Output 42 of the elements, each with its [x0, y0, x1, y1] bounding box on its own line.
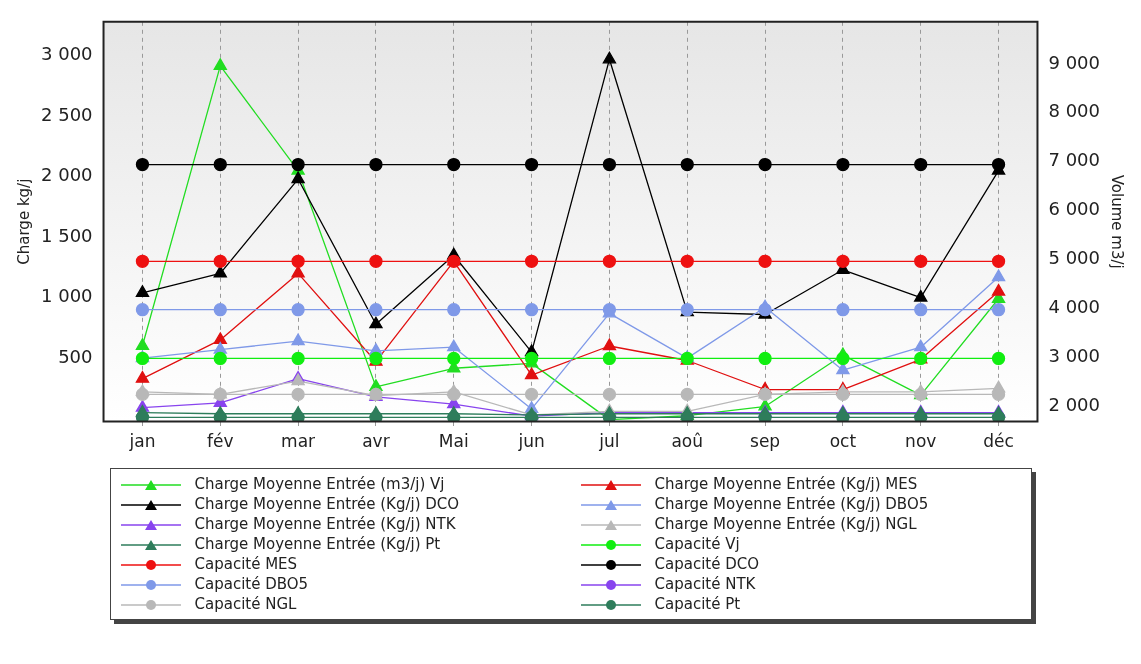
y2-tick-label: 4 000 [1048, 296, 1100, 318]
x-tick-label: déc [983, 431, 1014, 452]
legend-label: Charge Moyenne Entrée (Kg/j) DCO [194, 495, 460, 513]
y2-tick-label: 5 000 [1048, 247, 1100, 269]
x-tick-label: sep [750, 431, 781, 452]
x-tick-label: avr [362, 431, 390, 452]
y2-tick-label: 9 000 [1048, 51, 1100, 73]
legend-label: Capacité MES [194, 555, 298, 573]
x-tick-label: fév [207, 431, 234, 452]
legend-label: Capacité DCO [654, 555, 760, 573]
x-tick-label: oct [829, 431, 857, 452]
x-tick-label: nov [905, 431, 937, 452]
legend-label: Capacité NGL [194, 595, 297, 613]
x-tick-label: mar [281, 431, 316, 452]
y2-tick-label: 3 000 [1048, 345, 1100, 367]
y-tick-label: 1 000 [41, 285, 93, 307]
legend-label: Charge Moyenne Entrée (Kg/j) Pt [194, 535, 441, 553]
legend-label: Charge Moyenne Entrée (Kg/j) NGL [654, 515, 917, 533]
y-tick-label: 1 500 [41, 224, 93, 246]
y-tick-label: 2 000 [41, 164, 93, 186]
y-tick-label: 500 [58, 345, 93, 367]
legend-label: Capacité DBO5 [194, 575, 309, 593]
y-tick-label: 2 500 [41, 103, 93, 125]
x-tick-label: Mai [438, 431, 469, 452]
legend-label: Charge Moyenne Entrée (Kg/j) DBO5 [654, 495, 929, 513]
y-axis-title: Charge kg/j [14, 178, 33, 265]
legend-label: Capacité Vj [654, 535, 740, 553]
y-tick-label: 3 000 [41, 43, 93, 65]
y2-axis-title: Volume m3/j [1108, 174, 1127, 269]
y2-tick-label: 8 000 [1048, 100, 1100, 122]
legend-label: Capacité Pt [654, 595, 741, 613]
x-tick-label: jul [598, 431, 620, 452]
legend-label: Charge Moyenne Entrée (Kg/j) NTK [194, 515, 456, 533]
y2-tick-label: 2 000 [1048, 394, 1100, 416]
x-tick-label: aoû [671, 431, 704, 452]
legend-label: Charge Moyenne Entrée (m3/j) Vj [194, 475, 445, 493]
y2-tick-label: 7 000 [1048, 149, 1100, 171]
legend-label: Capacité NTK [654, 575, 756, 593]
x-tick-label: jun [517, 431, 545, 452]
legend-label: Charge Moyenne Entrée (Kg/j) MES [654, 475, 918, 493]
y2-tick-label: 6 000 [1048, 198, 1100, 220]
x-tick-label: jan [128, 431, 156, 452]
